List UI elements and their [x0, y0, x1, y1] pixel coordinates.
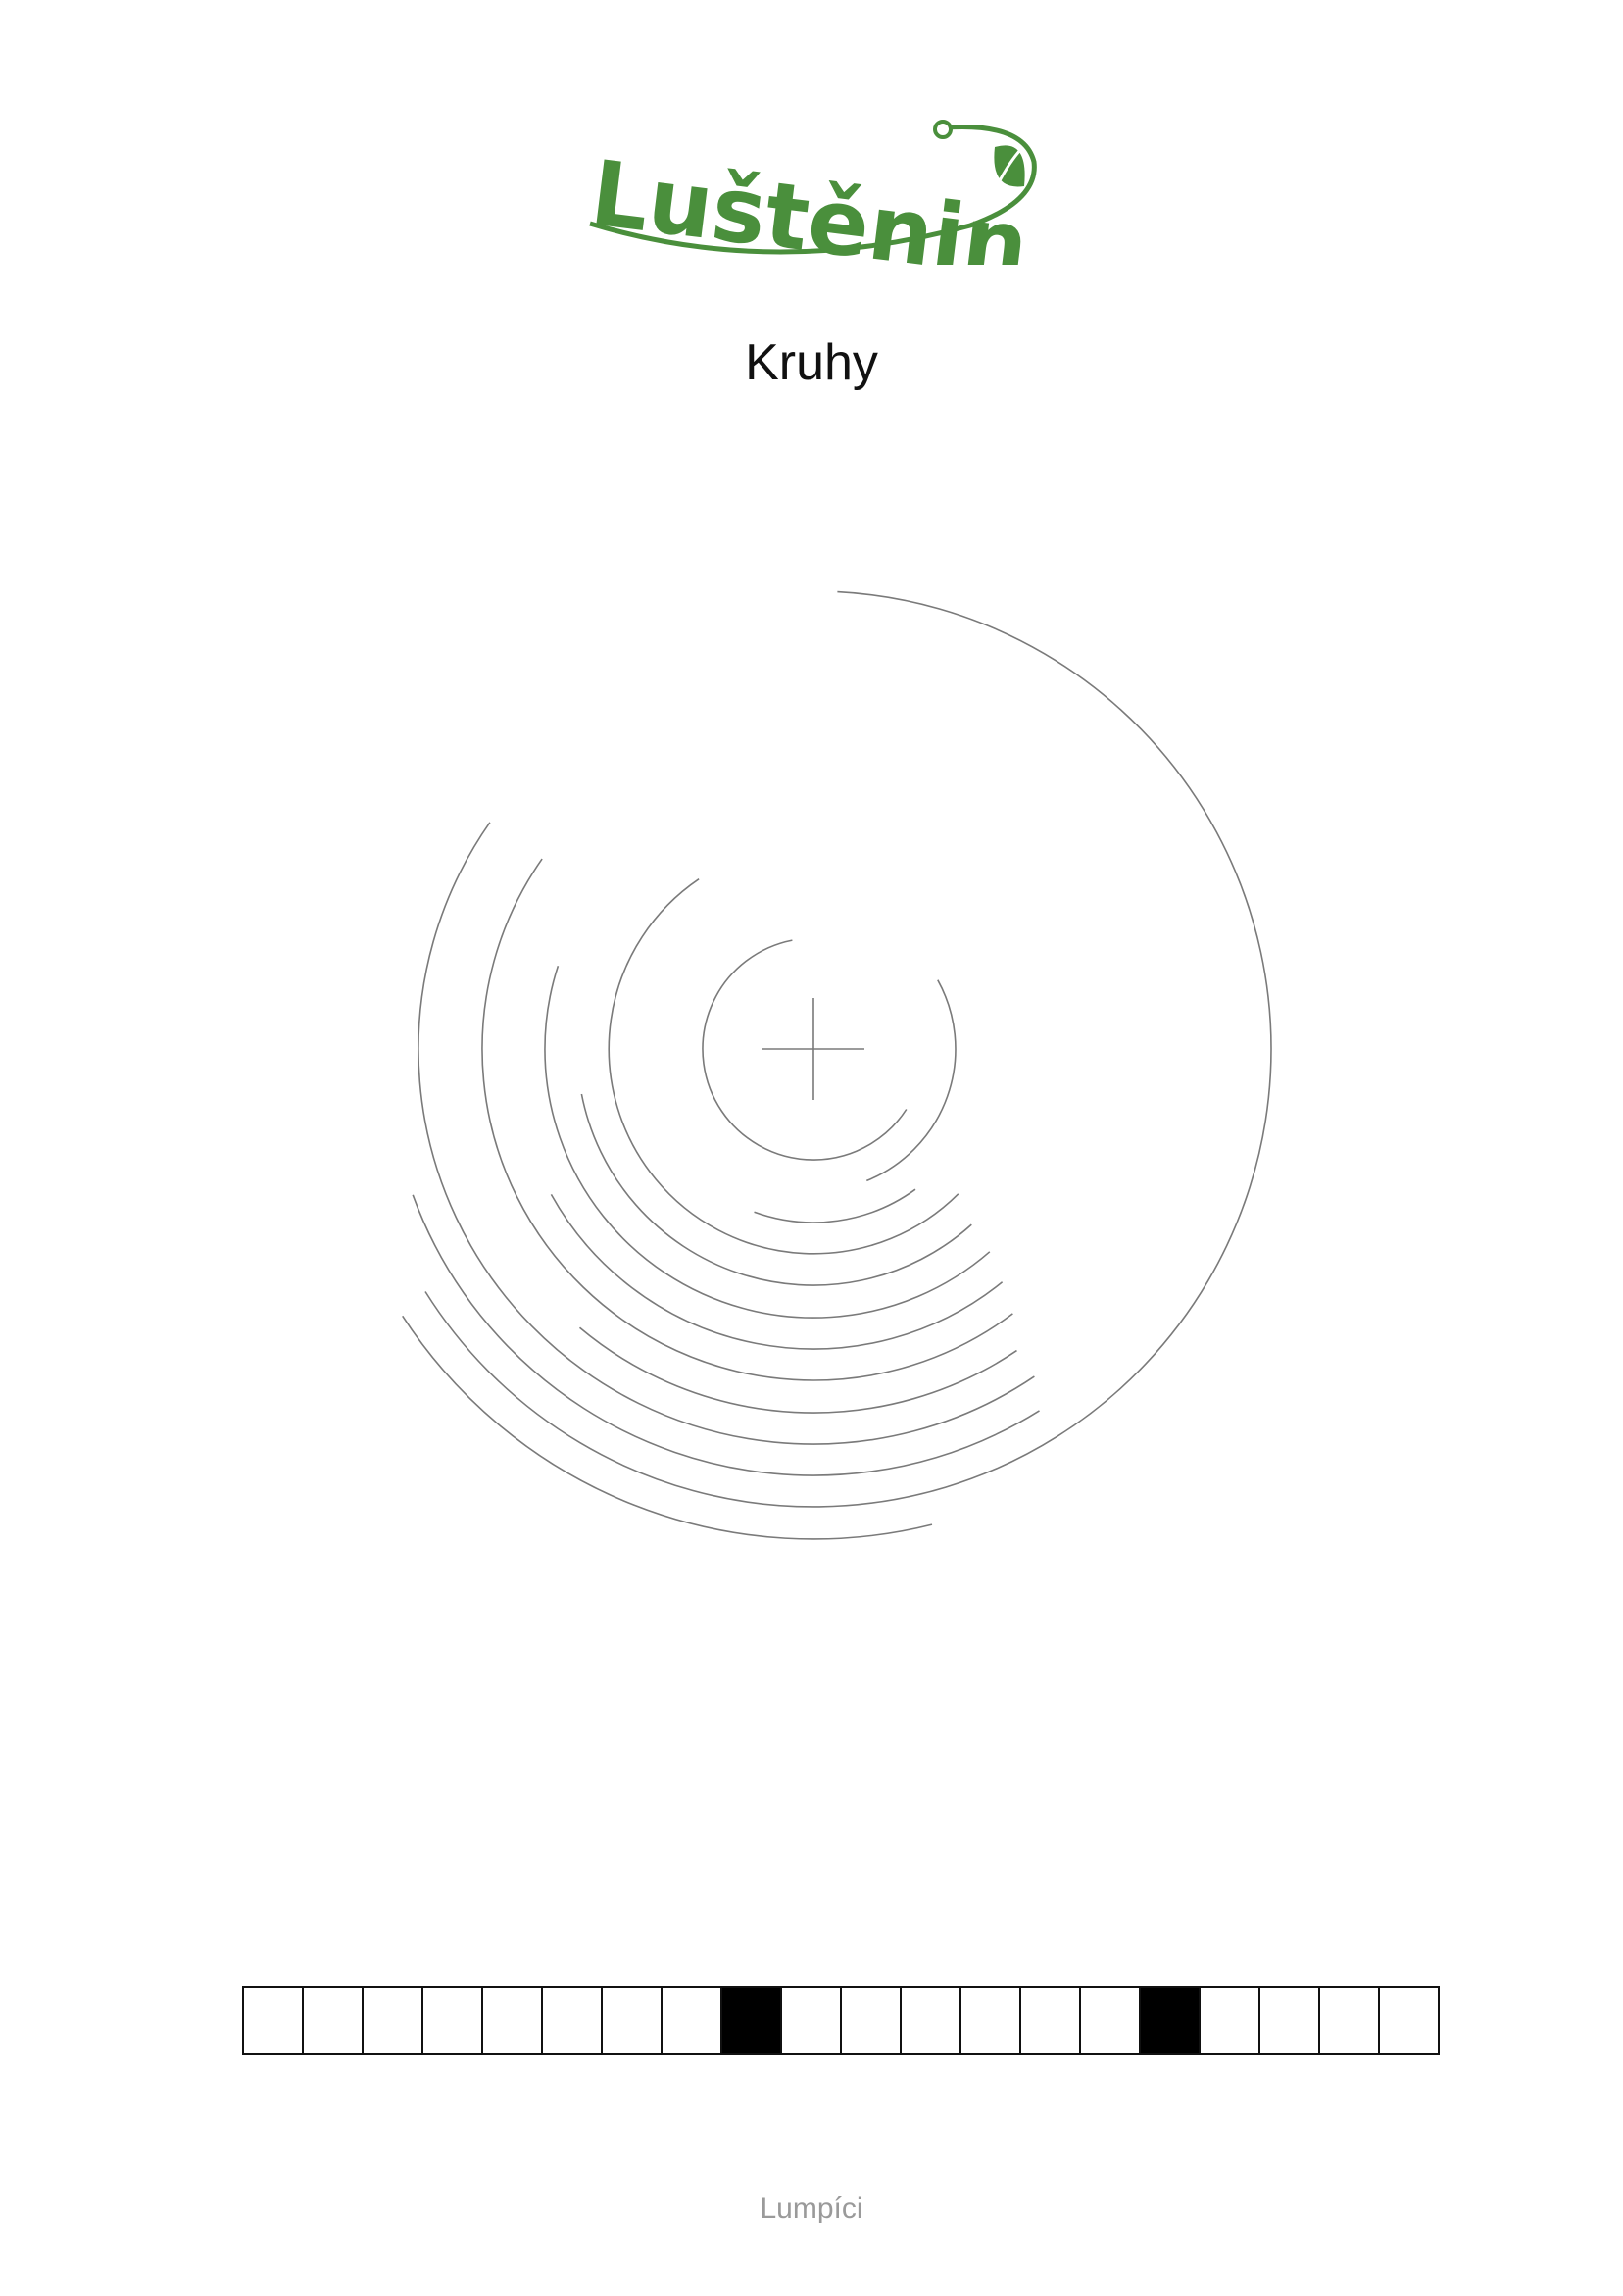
ring-arc-11	[754, 1188, 916, 1223]
ring-arc-3	[412, 1194, 1040, 1476]
grid-cell-empty	[1320, 1986, 1380, 2055]
ring-arc-12	[865, 979, 957, 1182]
grid-cell-empty	[842, 1986, 902, 2055]
grid-cell-empty	[423, 1986, 483, 2055]
ring-arc-7	[550, 1194, 1004, 1350]
footer-author: Lumpíci	[760, 2192, 863, 2224]
grid-cell-empty	[961, 1986, 1021, 2055]
ring-arc-1	[402, 1315, 933, 1540]
grid-cell-empty	[1380, 1986, 1440, 2055]
arc-group	[402, 590, 1272, 1540]
grid-cell-empty	[244, 1986, 304, 2055]
grid-cell-empty	[543, 1986, 603, 2055]
page-title: Kruhy	[745, 334, 878, 391]
logo-ring-dot	[933, 120, 953, 139]
grid-cell-empty	[902, 1986, 961, 2055]
logo: Luštěnin	[585, 120, 1037, 265]
grid-cell-empty	[364, 1986, 423, 2055]
ring-arc-10	[608, 878, 959, 1255]
grid-cell-filled	[722, 1986, 782, 2055]
logo-wordmark: Luštěnin	[585, 141, 1033, 265]
ring-arc-9	[580, 1093, 972, 1286]
grid-cell-empty	[1081, 1986, 1141, 2055]
ring-arc-5	[578, 1326, 1017, 1414]
concentric-arcs-puzzle	[402, 590, 1272, 1540]
answer-grid	[242, 1986, 1440, 2055]
grid-cell-empty	[1201, 1986, 1260, 2055]
ring-arc-6	[481, 858, 1013, 1381]
ring-arc-4	[418, 822, 1035, 1445]
logo-swoosh	[589, 124, 1037, 255]
grid-cell-empty	[1021, 1986, 1081, 2055]
ring-arc-2	[424, 590, 1272, 1508]
grid-cell-empty	[603, 1986, 663, 2055]
grid-cell-empty	[1260, 1986, 1320, 2055]
ring-arc-13	[702, 939, 908, 1161]
grid-cell-empty	[663, 1986, 722, 2055]
ring-arc-8	[544, 966, 991, 1319]
grid-cell-empty	[483, 1986, 543, 2055]
grid-cell-empty	[782, 1986, 842, 2055]
leaf-pea-pod-icon	[994, 145, 1025, 187]
grid-cell-empty	[304, 1986, 364, 2055]
grid-cell-filled	[1141, 1986, 1201, 2055]
